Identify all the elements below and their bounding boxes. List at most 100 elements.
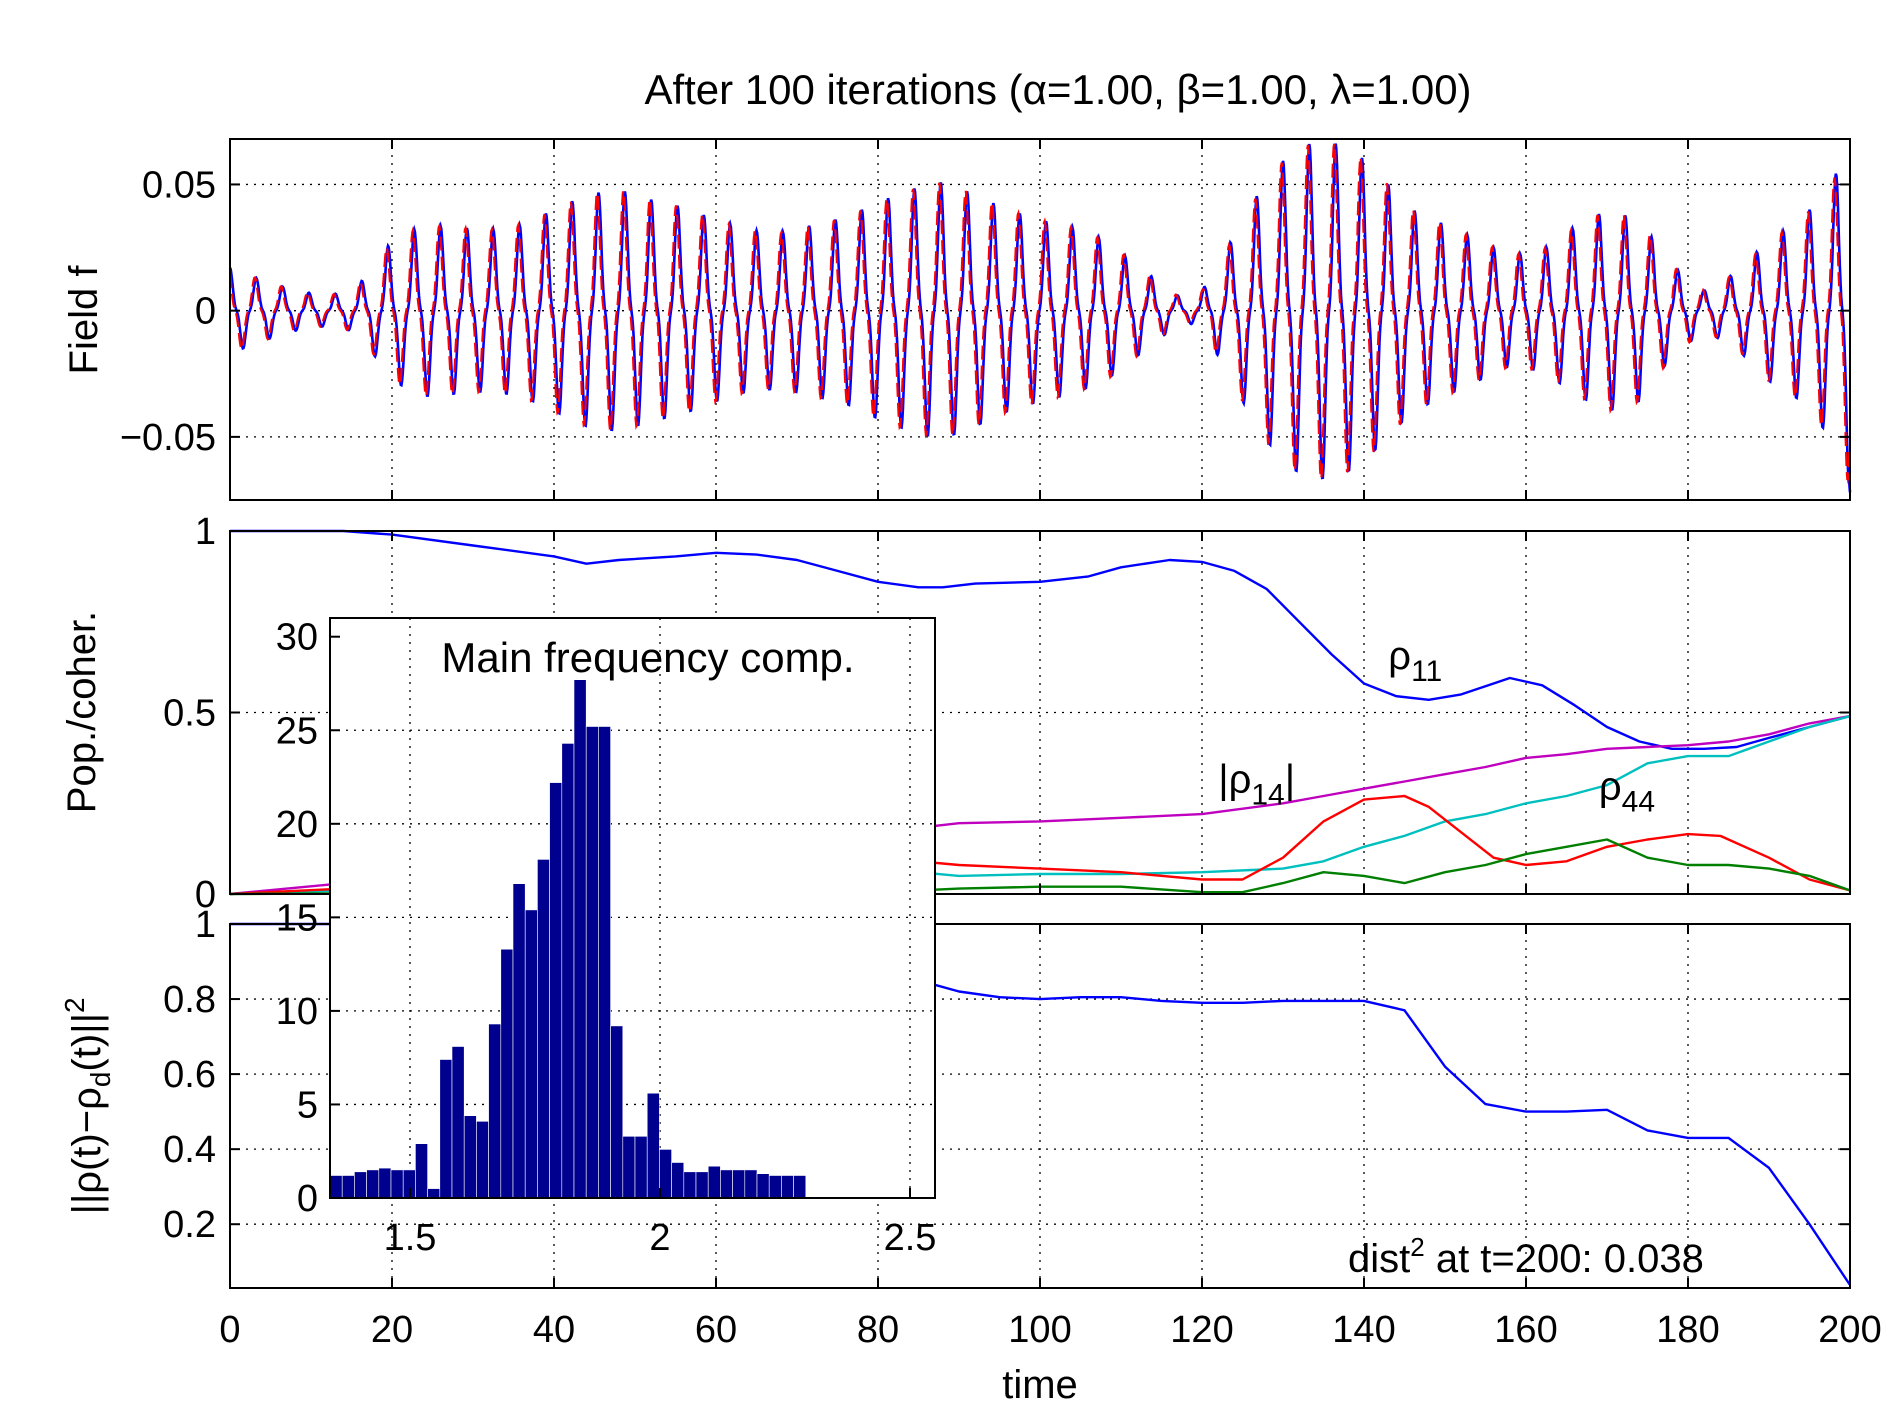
histogram-bar: [329, 1175, 343, 1199]
inset-ytick-label: 0: [297, 1178, 318, 1220]
histogram-bar: [610, 1025, 624, 1199]
inset-histogram: 0 5 10 15 20 25 30 1.5 2 2.5 Main frequency comp.: [276, 617, 937, 1259]
histogram-bar: [659, 1149, 672, 1199]
inset-background: [330, 618, 935, 1198]
population-grid: [230, 531, 1850, 894]
xtick-label: 200: [1818, 1309, 1881, 1351]
histogram-bar: [549, 782, 563, 1199]
histogram-bar: [341, 1175, 355, 1199]
xtick-label: 140: [1332, 1309, 1395, 1351]
xtick-label: 20: [371, 1309, 413, 1351]
histogram-bar: [476, 1121, 489, 1199]
ytick-label: 0.05: [142, 164, 216, 206]
inset-ytick-label: 15: [276, 897, 318, 939]
histogram-bar: [524, 909, 538, 1199]
population-axes-frame: [229, 530, 1851, 895]
histogram-bar: [366, 1169, 380, 1199]
population-lines: [229, 529, 1851, 896]
series-line--14-: [229, 714, 1851, 896]
inset-axes-frame: [329, 617, 936, 1199]
distance-annotation: dist2 at t=200: 0.038: [1348, 1232, 1704, 1281]
histogram-bar: [415, 1143, 428, 1199]
xtick-label: 160: [1494, 1309, 1557, 1351]
distance-ylabel: ||ρ(t)−ρd(t)||2: [59, 997, 116, 1214]
series-annotation: ρ11: [1388, 634, 1442, 688]
population-ylabel: Pop./coher.: [60, 611, 104, 813]
distance-panel: 10.80.60.40.20 20 40 60 80 100 120 140 160 180 200…: [59, 904, 1882, 1407]
histogram-bar: [744, 1169, 758, 1199]
xtick-label: 180: [1656, 1309, 1719, 1351]
field-line-blue: [228, 143, 1852, 493]
histogram-bar: [378, 1167, 392, 1199]
inset-grid: [330, 618, 935, 1198]
histogram-bar: [793, 1175, 807, 1199]
inset-ytick-label: 30: [276, 617, 318, 659]
xtick-label: 80: [857, 1309, 899, 1351]
histogram-bar: [781, 1175, 794, 1199]
histogram-bar: [500, 948, 514, 1199]
ytick-label: 0.6: [163, 1054, 216, 1096]
histogram-bar: [451, 1046, 465, 1199]
histogram-bar: [634, 1136, 648, 1199]
inset-title: Main frequency comp.: [441, 634, 854, 681]
distance-ticks: 10.80.60.40.20 20 40 60 80 100 120 140 160 180 200: [163, 904, 1882, 1351]
ytick-label: 0.5: [163, 693, 216, 735]
histogram-bar: [354, 1171, 367, 1199]
histogram-bar: [463, 1115, 477, 1199]
histogram-bar: [488, 1023, 502, 1199]
histogram-bar: [756, 1173, 770, 1199]
ytick-label: 1: [195, 904, 216, 946]
time-xlabel: time: [1002, 1363, 1078, 1407]
histogram-bar: [720, 1169, 733, 1199]
histogram-bar: [561, 743, 575, 1199]
histogram-bar: [695, 1171, 709, 1199]
field-axes-frame: [229, 138, 1851, 501]
field-lines: [228, 143, 1852, 493]
series-line--44: [229, 714, 1851, 896]
ytick-label: 0: [195, 291, 216, 333]
figure-title: After 100 iterations (α=1.00, β=1.00, λ=…: [644, 66, 1471, 113]
ytick-label: −0.05: [120, 417, 216, 459]
field-ticks: 0.05 0 −0.05: [120, 139, 1851, 500]
histogram-bar: [512, 883, 526, 1199]
xtick-label: 120: [1170, 1309, 1233, 1351]
inset-ticks: 0 5 10 15 20 25 30 1.5 2 2.5: [276, 617, 937, 1259]
inset-ytick-label: 25: [276, 710, 318, 752]
field-panel: 0.05 0 −0.05 Field f: [62, 138, 1852, 501]
series-line-red-population: [229, 794, 1851, 896]
histogram-bar: [585, 726, 599, 1199]
distance-annotation-text: dist2 at t=200: 0.038: [1348, 1232, 1704, 1281]
histogram-bar: [768, 1175, 782, 1199]
inset-ytick-label: 20: [276, 804, 318, 846]
xtick-label: 60: [695, 1309, 737, 1351]
histogram-bar: [537, 859, 550, 1199]
xtick-label: 100: [1008, 1309, 1071, 1351]
svg-text:||ρ(t)−ρd(t)||2: ||ρ(t)−ρd(t)||2: [59, 997, 116, 1214]
histogram-bar: [683, 1171, 697, 1199]
field-line-red: [228, 143, 1852, 493]
ytick-label: 1: [195, 511, 216, 553]
series-line--11: [230, 529, 1851, 750]
inset-xtick-label: 2.5: [884, 1217, 937, 1259]
series-annotation: |ρ14|: [1218, 757, 1295, 811]
histogram-bar: [390, 1169, 404, 1199]
histogram-bar: [573, 679, 587, 1199]
ytick-label: 0.2: [163, 1204, 216, 1246]
population-panel: 1 0.5 0 Pop./coher. ρ11 |ρ14| ρ44: [60, 511, 1851, 916]
series-line-green-population: [229, 838, 1851, 896]
ytick-label: 0.4: [163, 1129, 216, 1171]
xtick-label: 0: [219, 1309, 240, 1351]
field-ylabel: Field f: [62, 265, 106, 375]
histogram-bar: [622, 1136, 636, 1199]
histogram-bar: [439, 1059, 453, 1199]
inset-ytick-label: 10: [276, 991, 318, 1033]
histogram-bar: [427, 1188, 441, 1199]
xtick-label: 40: [533, 1309, 575, 1351]
inset-xtick-label: 1.5: [384, 1217, 437, 1259]
histogram-bar: [671, 1162, 685, 1199]
histogram-bar: [646, 1092, 660, 1199]
inset-ytick-label: 5: [297, 1084, 318, 1126]
histogram-bar: [732, 1169, 746, 1199]
histogram-bar: [707, 1165, 721, 1199]
ytick-label: 0.8: [163, 979, 216, 1021]
